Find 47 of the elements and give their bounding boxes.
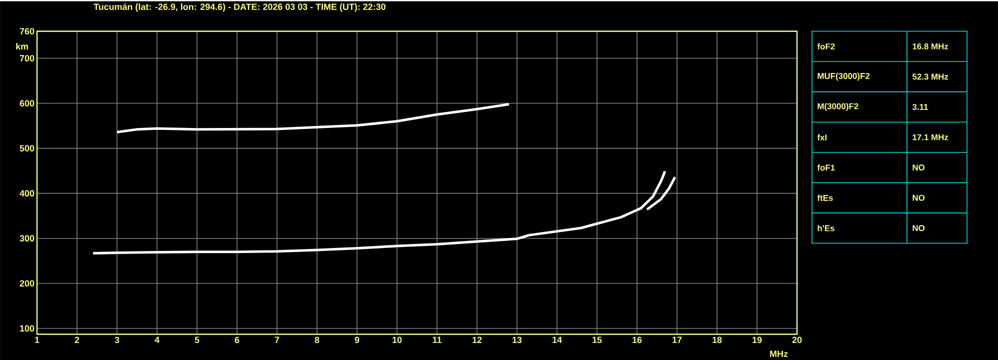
y-tick-label: 760 bbox=[20, 28, 34, 34]
y-tick-label: 100 bbox=[20, 325, 34, 332]
y-tick-label: 700 bbox=[20, 54, 34, 62]
line-series bbox=[646, 176, 676, 211]
text: 52.3 MHz bbox=[912, 74, 948, 80]
x-tick-label: 19 bbox=[752, 336, 762, 343]
text: MUF(3000)F2 bbox=[818, 72, 870, 80]
x-tick-label: 11 bbox=[432, 336, 442, 343]
x-tick-label: 15 bbox=[592, 336, 602, 343]
y-tick-label: 500 bbox=[20, 145, 34, 152]
text: 16.8 MHz bbox=[912, 43, 948, 50]
x-tick-label: 5 bbox=[194, 336, 200, 343]
x-tick-label: 1 bbox=[35, 336, 40, 343]
x-tick-label: 14 bbox=[552, 336, 562, 343]
text: 17.1 MHz bbox=[912, 134, 948, 140]
text: foF2 bbox=[817, 43, 835, 50]
x-tick-label: 12 bbox=[472, 336, 482, 343]
y-tick-label: 300 bbox=[20, 235, 34, 242]
y-tick-label: 400 bbox=[20, 190, 34, 196]
text: ftEs bbox=[817, 194, 833, 201]
x-tick-label: 18 bbox=[712, 336, 722, 343]
x-tick-label: 17 bbox=[672, 336, 682, 343]
text: NO bbox=[912, 164, 925, 170]
line-series bbox=[92, 170, 666, 254]
x-tick-label: 6 bbox=[234, 336, 240, 343]
text: foF1 bbox=[817, 164, 835, 171]
x-tick-label: 10 bbox=[392, 336, 402, 343]
text: NO bbox=[912, 224, 925, 231]
text: NO bbox=[912, 194, 925, 201]
x-tick-label: 20 bbox=[792, 336, 802, 343]
x-tick-label: 8 bbox=[314, 336, 320, 343]
x-tick-label: 2 bbox=[74, 336, 80, 343]
text: fxI bbox=[817, 134, 827, 140]
x-tick-label: 9 bbox=[354, 336, 360, 343]
y-axis-title: km bbox=[16, 42, 28, 50]
text: M(3000)F2 bbox=[818, 102, 858, 111]
x-tick-label: 4 bbox=[154, 336, 160, 343]
x-axis-title: MHz bbox=[770, 350, 788, 357]
text: h'Es bbox=[818, 224, 834, 232]
x-tick-label: 13 bbox=[512, 336, 522, 343]
x-tick-label: 7 bbox=[274, 336, 280, 343]
x-tick-label: 16 bbox=[632, 336, 642, 343]
y-tick-label: 600 bbox=[20, 100, 34, 106]
text: 3.11 bbox=[912, 104, 928, 110]
chart-title: Tucumán (lat: -26.9, lon: 294.6) - DATE: 2026 03 03 - TIME (UT): 22:30 bbox=[94, 3, 386, 12]
y-tick-label: 200 bbox=[20, 280, 34, 286]
x-tick-label: 3 bbox=[114, 336, 120, 343]
